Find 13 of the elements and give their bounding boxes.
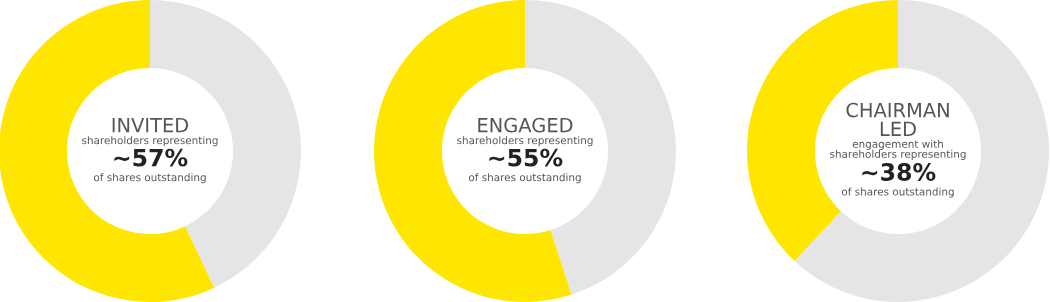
donut-slice — [794, 0, 1049, 302]
text: shareholders representing — [457, 136, 593, 147]
text: INVITED — [112, 118, 189, 133]
text: engagement with shareholders representing — [830, 139, 966, 160]
text: CHAIRMAN LED — [846, 102, 949, 136]
text: ENGAGED — [478, 117, 573, 133]
text: of shares outstanding — [468, 173, 581, 184]
text: ~38% — [862, 163, 936, 181]
text: of shares outstanding — [841, 187, 954, 198]
text: shareholders representing — [82, 136, 218, 147]
text: ~55% — [489, 148, 563, 167]
text: of shares outstanding — [93, 173, 206, 184]
text: ~57% — [114, 148, 188, 167]
